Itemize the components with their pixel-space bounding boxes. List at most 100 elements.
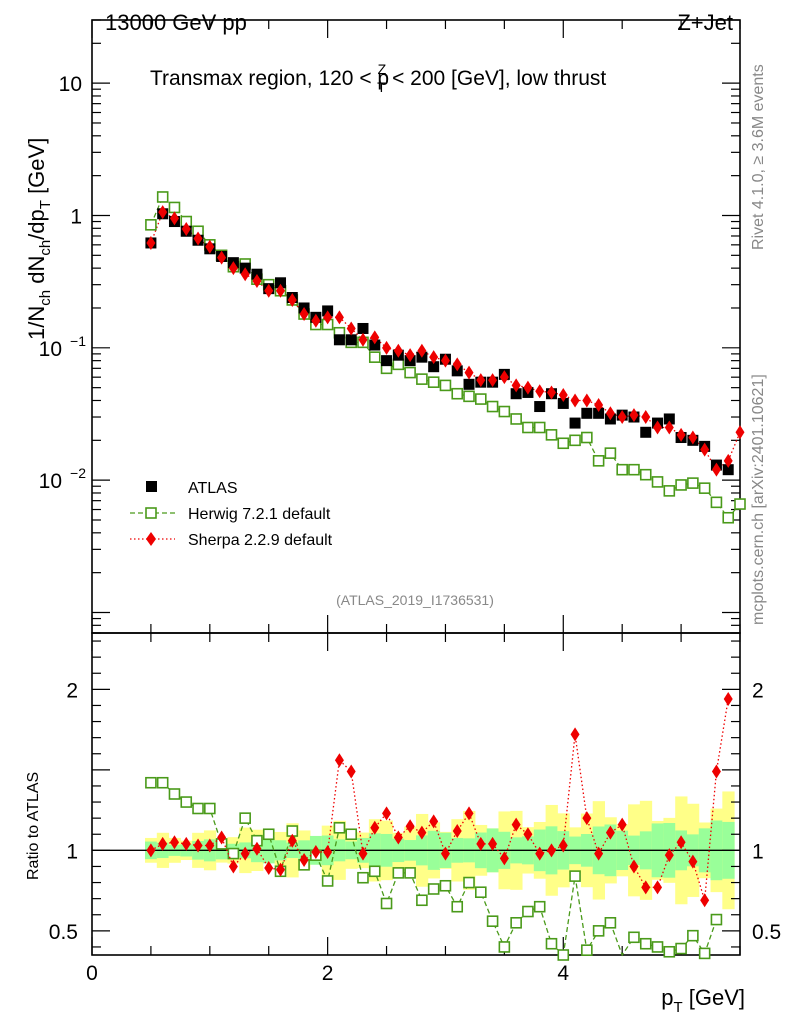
herwig-ratio-point: [592, 925, 605, 937]
side-label-top: Rivet 4.1.0, ≥ 3.6M events: [750, 64, 767, 250]
sherpa-ratio-point: [252, 841, 262, 856]
sherpa-ratio-point: [535, 846, 545, 861]
sherpa-point: [299, 307, 309, 322]
herwig-ratio-point: [357, 871, 369, 884]
herwig-point: [463, 390, 475, 403]
sherpa-point: [370, 330, 380, 345]
header-left: 13000 GeV pp: [105, 10, 247, 35]
sherpa-ratio-point: [334, 753, 344, 768]
herwig-point: [604, 447, 617, 459]
sherpa-ratio-point: [452, 824, 462, 839]
sherpa-ratio-point: [323, 844, 333, 859]
herwig-ratio-point: [710, 913, 723, 926]
sherpa-point: [711, 462, 721, 477]
herwig-point: [557, 437, 570, 450]
atlas-point: [369, 339, 381, 351]
sherpa-point: [287, 292, 297, 307]
sherpa-ratio-point: [653, 880, 663, 895]
header-right: Z+Jet: [677, 10, 733, 35]
herwig-ratio-point: [192, 802, 204, 815]
sherpa-ratio-point: [476, 836, 486, 851]
sherpa-ratio-point: [311, 844, 321, 859]
herwig-point: [451, 387, 464, 400]
xlabel-text: p: [661, 985, 673, 1010]
atlas-point: [663, 413, 675, 425]
atlas-point: [569, 417, 581, 429]
sherpa-ratio-point: [287, 833, 297, 848]
x-tick-label: 4: [557, 962, 569, 985]
title-rest: < 200 [GeV], low thrust: [386, 67, 606, 90]
herwig-point: [545, 429, 558, 441]
herwig-point: [628, 463, 640, 476]
sherpa-point: [535, 384, 545, 399]
sherpa-ratio-point: [499, 851, 509, 866]
herwig-point: [368, 351, 381, 363]
herwig-ratio-point: [687, 929, 699, 942]
sherpa-ratio-point: [299, 853, 309, 868]
xlabel-sub: T: [673, 999, 682, 1016]
sherpa-ratio-point: [523, 827, 533, 842]
ratio-y-tick-label: 1: [66, 840, 78, 863]
atlas-point: [345, 334, 357, 346]
herwig-point: [734, 498, 746, 510]
y-axis-label-main: 1/Nch dNch/dpT [GeV]: [24, 138, 54, 340]
herwig-ratio-point: [474, 886, 487, 899]
herwig-ratio-point: [486, 915, 499, 927]
sherpa-point: [511, 378, 521, 393]
side-label-bottom: mcplots.cern.ch [arXiv:2401.10621]: [750, 374, 767, 625]
sherpa-point: [688, 430, 698, 445]
herwig-point: [722, 511, 735, 524]
sherpa-ratio-point: [346, 764, 356, 779]
sherpa-point: [252, 273, 262, 288]
x-tick-label: 2: [322, 962, 334, 985]
atlas-point: [463, 378, 475, 390]
herwig-ratio-point: [392, 867, 405, 879]
sherpa-point: [393, 343, 403, 358]
sherpa-point: [346, 321, 356, 336]
herwig-ratio-point: [522, 905, 534, 918]
sherpa-point: [653, 420, 663, 435]
sherpa-point: [570, 393, 580, 408]
sherpa-ratio-point: [158, 836, 168, 851]
herwig-point: [439, 379, 452, 392]
sherpa-ratio-point: [629, 859, 639, 874]
sherpa-ratio-point: [488, 836, 498, 851]
herwig-point: [498, 405, 511, 418]
herwig-ratio-point: [168, 788, 181, 800]
sherpa-ratio-point: [570, 727, 580, 742]
atlas-point: [593, 407, 605, 419]
herwig-ratio-point: [145, 776, 157, 789]
herwig-ratio-point: [463, 876, 475, 889]
atlas-point: [333, 334, 345, 346]
herwig-ratio-point: [262, 828, 275, 841]
sherpa-ratio-point: [558, 838, 568, 853]
sherpa-point: [582, 393, 592, 408]
sherpa-point: [735, 425, 745, 440]
herwig-ratio-point: [439, 879, 452, 892]
sherpa-point: [523, 380, 533, 395]
herwig-point: [639, 468, 652, 481]
ratio-y-tick-label-right: 1: [752, 840, 764, 863]
herwig-ratio-point: [204, 802, 216, 815]
herwig-ratio-point: [180, 796, 193, 808]
herwig-point: [616, 463, 628, 476]
sherpa-ratio-point: [511, 817, 521, 832]
herwig-point: [651, 476, 664, 488]
analysis-label: (ATLAS_2019_I1736531): [336, 592, 494, 608]
sherpa-point: [264, 283, 274, 298]
y-axis-label-ratio: Ratio to ATLAS: [25, 772, 42, 880]
ylabel-main-text: 1/N: [24, 306, 49, 340]
y-tick-label-exp: −1: [70, 333, 86, 349]
atlas-point: [557, 397, 569, 409]
sherpa-point: [664, 420, 674, 435]
herwig-point: [698, 482, 711, 494]
sherpa-point: [476, 373, 486, 388]
x-tick-label: 0: [86, 962, 98, 985]
legend-label-herwig: Herwig 7.2.1 default: [188, 506, 331, 523]
sherpa-ratio-point: [228, 859, 238, 874]
sherpa-point: [629, 408, 639, 423]
atlas-point: [640, 426, 652, 438]
herwig-ratio-point: [451, 900, 464, 913]
herwig-point: [510, 413, 522, 425]
